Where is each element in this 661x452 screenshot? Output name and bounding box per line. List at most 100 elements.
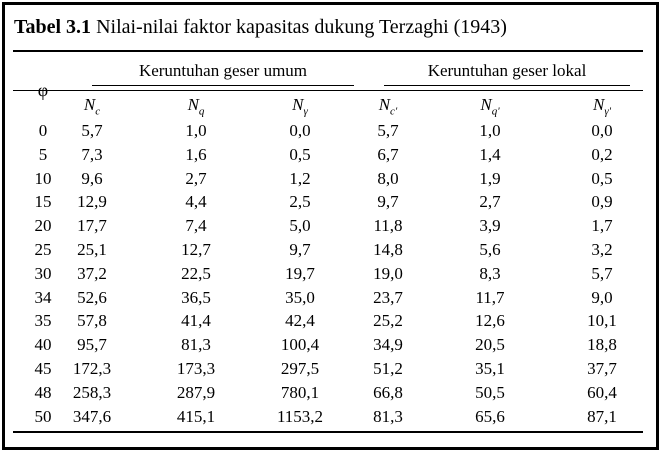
- column-subscript: c': [390, 105, 398, 118]
- table-cell: 95,7: [77, 335, 107, 355]
- column-symbol: N: [83, 95, 96, 114]
- table-cell: 57,8: [77, 311, 107, 331]
- table-cell: 52,6: [77, 287, 107, 307]
- table-cell: 22,5: [181, 263, 211, 283]
- table-cell: 0,2: [591, 144, 613, 164]
- group-header-general-shear: Keruntuhan geser umum: [138, 61, 308, 80]
- phi-cell: 25: [34, 239, 52, 259]
- table-cell: 780,1: [280, 382, 320, 402]
- group-underline-local-shear: [384, 85, 630, 86]
- table-cell: 8,3: [479, 263, 501, 283]
- table-cell: 1,4: [479, 144, 501, 164]
- table-row: 10 9,6 2,7 1,2 8,0 1,9 0,5: [0, 169, 661, 193]
- table-cell: 37,7: [587, 358, 617, 378]
- table-caption: Tabel 3.1 Nilai-nilai faktor kapasitas d…: [14, 16, 507, 39]
- table-cell: 5,7: [377, 121, 399, 140]
- table-cell: 172,3: [72, 358, 112, 378]
- table-cell: 287,9: [176, 382, 216, 402]
- table-cell: 3,2: [591, 239, 613, 259]
- table-row: 48 258,3 287,9 780,1 66,8 50,5 60,4: [0, 383, 661, 407]
- table-cell: 19,7: [285, 263, 315, 283]
- column-subscript: q: [198, 105, 205, 118]
- table-cell: 19,0: [373, 263, 403, 283]
- phi-cell: 5: [38, 144, 48, 164]
- phi-cell: 15: [34, 192, 52, 212]
- table-cell: 1153,2: [276, 406, 324, 426]
- table-row: 50 347,6 415,1 1153,2 81,3 65,6 87,1: [0, 407, 661, 431]
- caption-title: Nilai-nilai faktor kapasitas dukung Terz…: [96, 16, 507, 38]
- table-cell: 9,7: [377, 192, 399, 212]
- column-header: Nc': [343, 95, 433, 117]
- column-header: Nq': [445, 95, 535, 117]
- table-cell: 25,2: [373, 311, 403, 331]
- table-row: 40 95,7 81,3 100,4 34,9 20,5 18,8: [0, 335, 661, 359]
- table-body: 0 5,7 1,0 0,0 5,7 1,0 0,0 5 7,3 1,6 0,5 6,7 1,4 0,2 10…: [0, 121, 661, 430]
- table-cell: 41,4: [181, 311, 211, 331]
- table-cell: 3,9: [479, 216, 501, 236]
- table-cell: 17,7: [77, 216, 107, 236]
- table-cell: 51,2: [373, 358, 403, 378]
- table-cell: 42,4: [285, 311, 315, 331]
- table-cell: 5,0: [289, 216, 311, 236]
- table-row: 30 37,2 22,5 19,7 19,0 8,3 5,7: [0, 264, 661, 288]
- table-cell: 0,5: [289, 144, 311, 164]
- phi-cell: 30: [34, 263, 52, 283]
- column-symbol: N: [378, 95, 391, 114]
- column-subscript: q': [491, 105, 500, 118]
- table-cell: 0,9: [591, 192, 613, 212]
- table-cell: 6,7: [377, 144, 399, 164]
- table-row: 15 12,9 4,4 2,5 9,7 2,7 0,9: [0, 192, 661, 216]
- table-cell: 9,0: [591, 287, 613, 307]
- table-cell: 1,9: [479, 168, 501, 188]
- group-header-local-shear: Keruntuhan geser lokal: [427, 61, 587, 80]
- column-subscript: c: [95, 105, 101, 118]
- table-cell: 415,1: [176, 406, 216, 426]
- phi-cell: 0: [38, 121, 48, 140]
- top-rule: [13, 50, 643, 52]
- table-cell: 100,4: [280, 335, 320, 355]
- group-underline-general-shear: [92, 85, 354, 86]
- table-cell: 35,1: [475, 358, 505, 378]
- column-subscript: γ: [303, 105, 308, 118]
- table-cell: 7,4: [185, 216, 207, 236]
- table-cell: 18,8: [587, 335, 617, 355]
- table-cell: 11,8: [373, 216, 403, 236]
- table-cell: 2,5: [289, 192, 311, 212]
- table-cell: 9,7: [289, 239, 311, 259]
- table-cell: 35,0: [285, 287, 315, 307]
- phi-cell: 20: [34, 216, 52, 236]
- table-cell: 10,1: [587, 311, 617, 331]
- table-cell: 60,4: [587, 382, 617, 402]
- table-cell: 87,1: [587, 406, 617, 426]
- table-cell: 0,0: [591, 121, 613, 140]
- table-cell: 297,5: [280, 358, 320, 378]
- table-cell: 4,4: [185, 192, 207, 212]
- phi-cell: 35: [34, 311, 52, 331]
- table-cell: 1,2: [289, 168, 311, 188]
- table-cell: 23,7: [373, 287, 403, 307]
- table-cell: 1,0: [185, 121, 207, 140]
- table-cell: 66,8: [373, 382, 403, 402]
- column-symbol: N: [187, 95, 199, 114]
- table-cell: 1,7: [591, 216, 613, 236]
- table-cell: 1,6: [185, 144, 207, 164]
- table-cell: 0,5: [591, 168, 613, 188]
- table-row: 35 57,8 41,4 42,4 25,2 12,6 10,1: [0, 311, 661, 335]
- table-cell: 2,7: [185, 168, 207, 188]
- phi-cell: 50: [34, 406, 52, 426]
- phi-cell: 10: [34, 168, 52, 188]
- table-row: 0 5,7 1,0 0,0 5,7 1,0 0,0: [0, 121, 661, 145]
- phi-cell: 40: [34, 335, 52, 355]
- table-row: 34 52,6 36,5 35,0 23,7 11,7 9,0: [0, 288, 661, 312]
- table-cell: 81,3: [181, 335, 211, 355]
- table-cell: 37,2: [77, 263, 107, 283]
- table-cell: 81,3: [373, 406, 403, 426]
- table-cell: 12,6: [475, 311, 505, 331]
- phi-cell: 34: [34, 287, 52, 307]
- caption-label: Tabel 3.1: [14, 16, 92, 38]
- phi-cell: 48: [34, 382, 52, 402]
- table-cell: 14,8: [373, 239, 403, 259]
- table-row: 25 25,1 12,7 9,7 14,8 5,6 3,2: [0, 240, 661, 264]
- table-cell: 50,5: [475, 382, 505, 402]
